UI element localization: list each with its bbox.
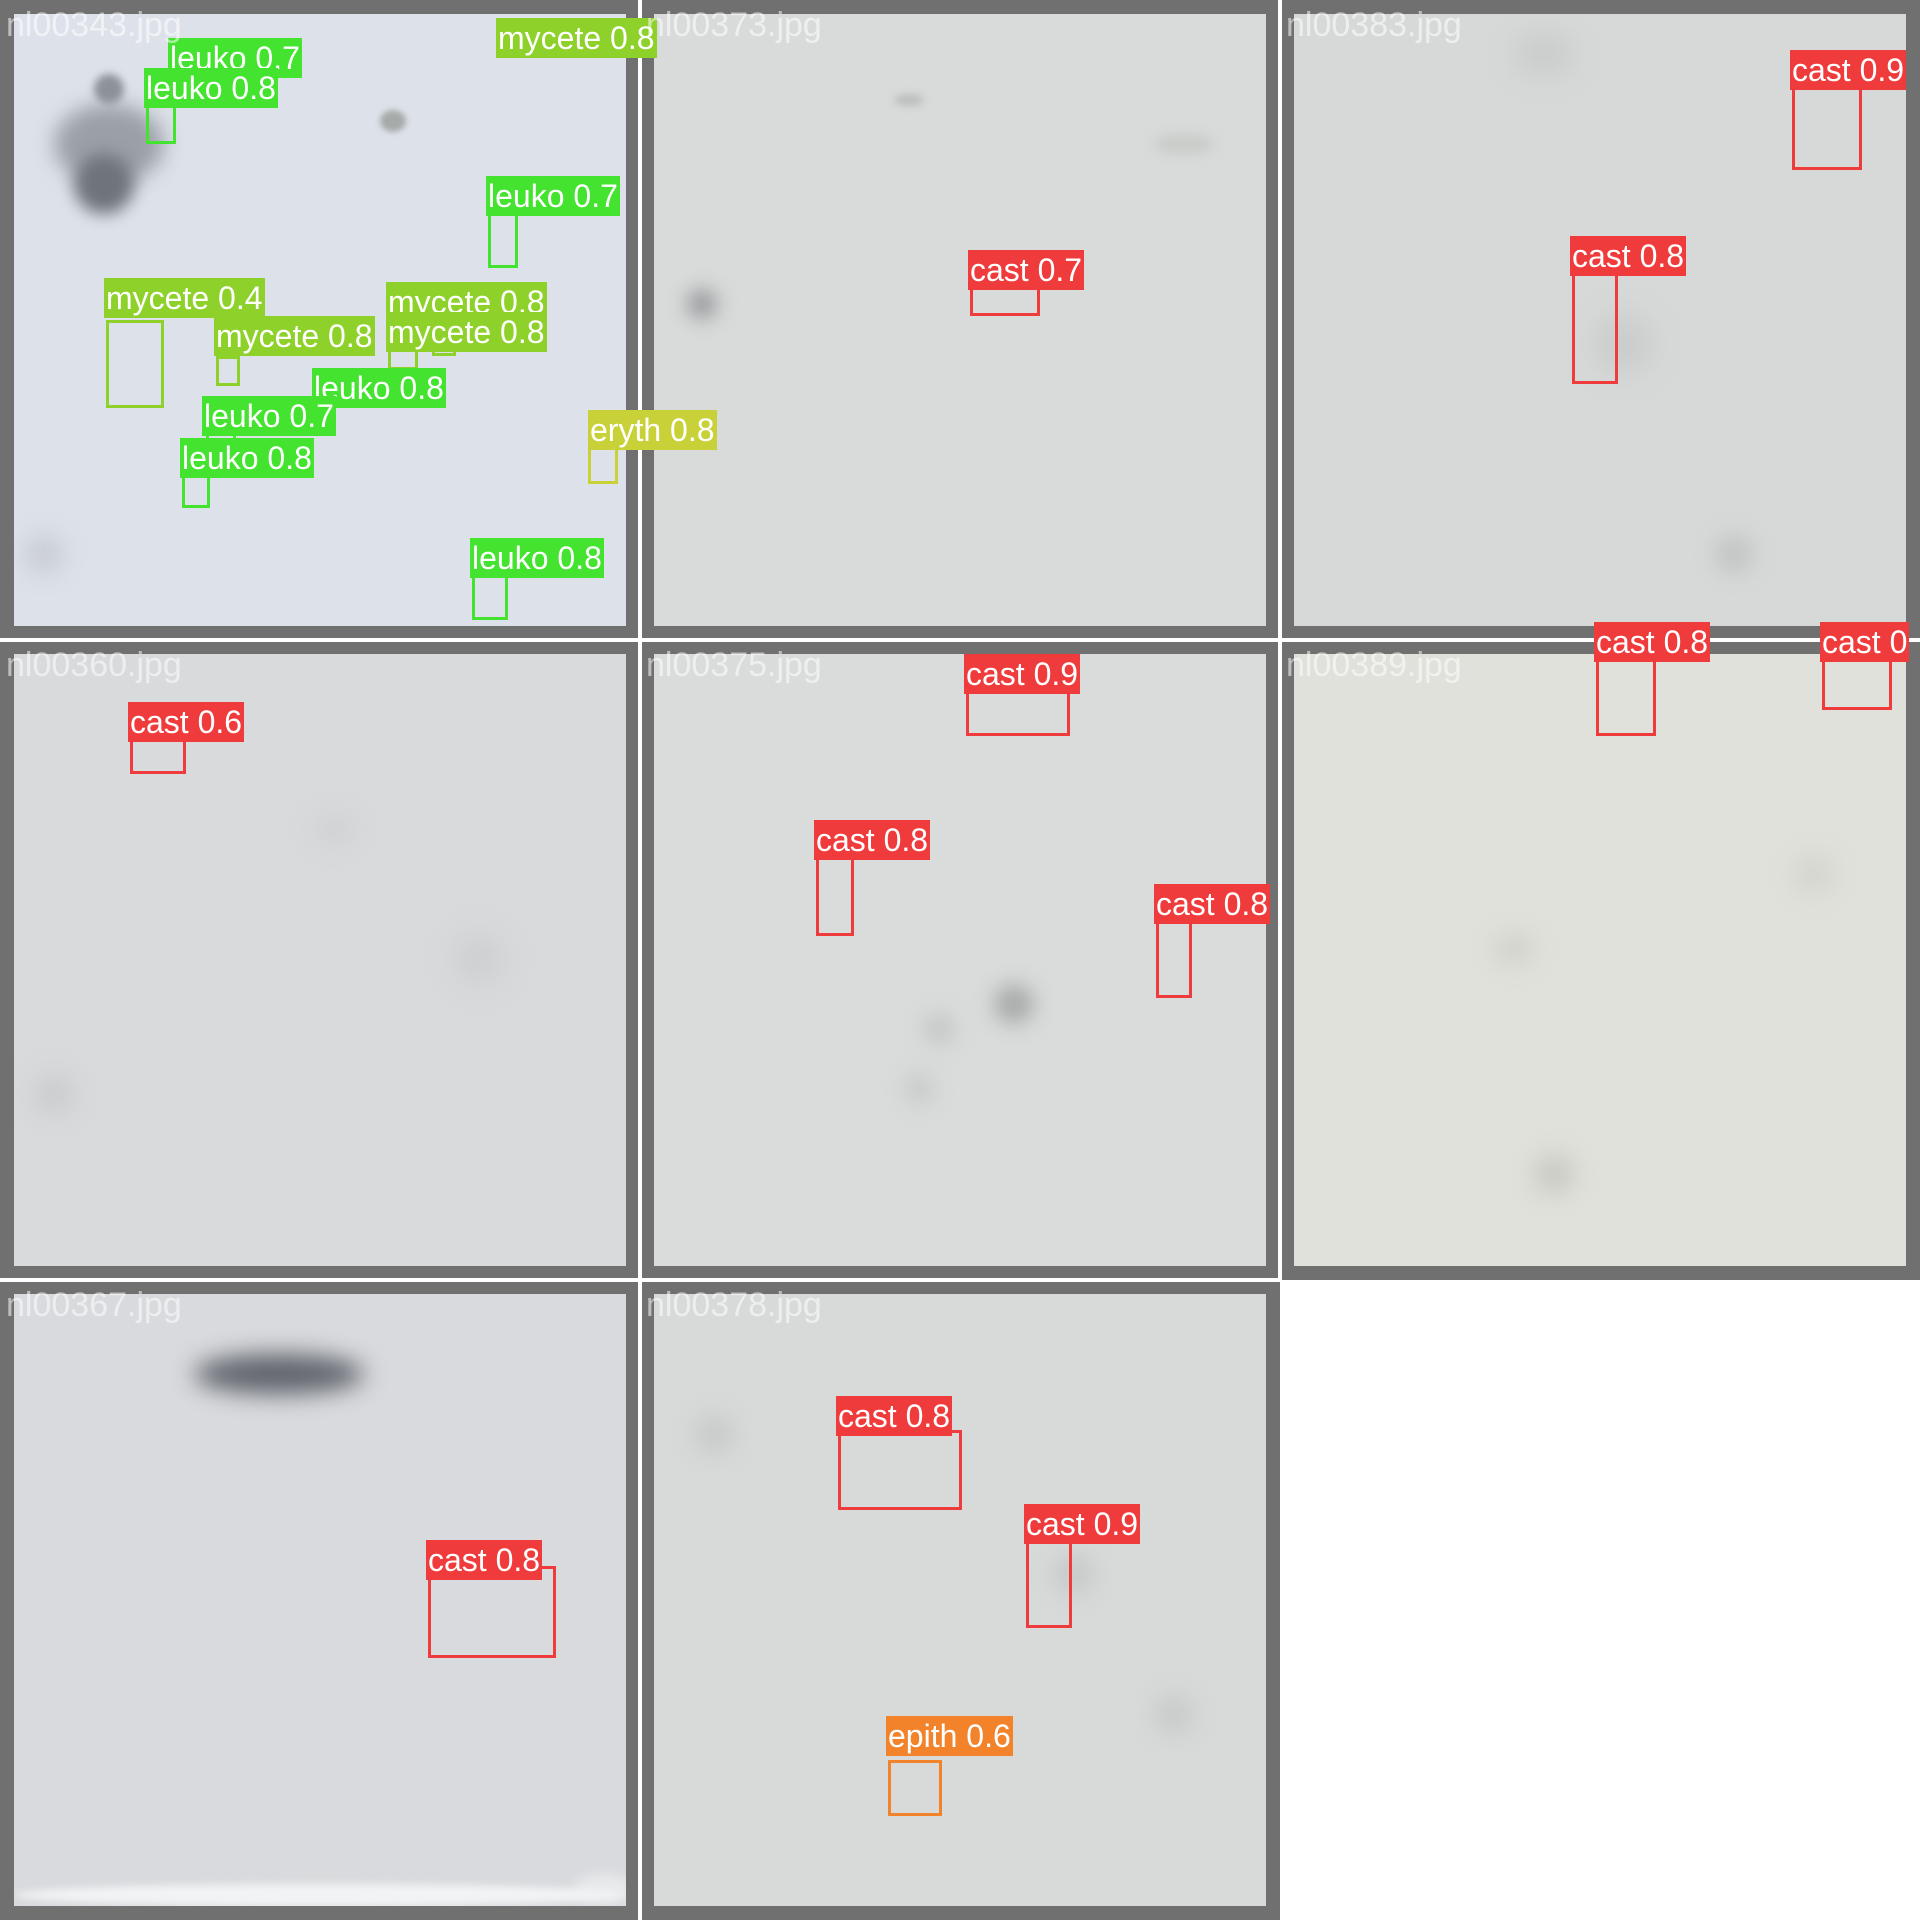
detection-label-cast: cast 0.6 bbox=[128, 702, 245, 742]
specimen-particle bbox=[14, 1884, 626, 1906]
micrograph-image bbox=[14, 1294, 626, 1906]
specimen-particle bbox=[688, 290, 716, 318]
image-tile: nl00375.jpg bbox=[640, 640, 1280, 1280]
detection-label-cast: cast 0.9 bbox=[1790, 50, 1907, 90]
specimen-particle bbox=[454, 934, 504, 984]
micrograph-image bbox=[654, 1294, 1266, 1906]
detection-box-cast bbox=[838, 1430, 962, 1510]
detection-box-eryth bbox=[588, 446, 618, 484]
image-tile: nl00360.jpg bbox=[0, 640, 640, 1280]
tile-separator bbox=[638, 0, 642, 1920]
detection-label-cast: cast 0.9 bbox=[964, 654, 1081, 694]
detection-box-cast bbox=[1792, 82, 1862, 170]
specimen-particle bbox=[314, 814, 354, 844]
image-tile: nl00389.jpg bbox=[1280, 640, 1920, 1280]
detection-box-cast bbox=[1822, 654, 1892, 710]
specimen-particle bbox=[1154, 134, 1214, 154]
detection-label-mycete: mycete 0.4 bbox=[104, 278, 265, 318]
detection-label-cast: cast 0.8 bbox=[814, 820, 931, 860]
detection-label-cast: cast 0.8 bbox=[1570, 236, 1687, 276]
tile-separator bbox=[0, 638, 1920, 642]
specimen-particle bbox=[34, 1074, 74, 1114]
detection-label-eryth: eryth 0.8 bbox=[588, 410, 717, 450]
image-tile: nl00373.jpg bbox=[640, 0, 1280, 640]
image-tile: nl00383.jpg bbox=[1280, 0, 1920, 640]
detection-box-cast bbox=[816, 856, 854, 936]
image-tile: nl00367.jpg bbox=[0, 1280, 640, 1920]
detection-box-cast bbox=[1026, 1538, 1072, 1628]
detection-label-mycete: mycete 0.8 bbox=[214, 316, 375, 356]
specimen-particle bbox=[1594, 314, 1654, 374]
detection-label-cast: cast 0.8 bbox=[1594, 622, 1711, 662]
micrograph-image bbox=[654, 654, 1266, 1266]
detection-box-cast bbox=[970, 286, 1040, 316]
detection-label-mycete: mycete 0.8 bbox=[496, 18, 657, 58]
detection-label-cast: cast 0.8 bbox=[836, 1396, 953, 1436]
detection-box-cast bbox=[1572, 272, 1618, 384]
detection-box-cast bbox=[1596, 656, 1656, 736]
specimen-particle bbox=[1494, 934, 1534, 964]
detection-box-cast bbox=[966, 688, 1070, 736]
specimen-particle bbox=[194, 1354, 364, 1394]
specimen-particle bbox=[694, 1414, 734, 1454]
specimen-particle bbox=[74, 154, 134, 214]
specimen-particle bbox=[380, 110, 406, 132]
detection-box-epith bbox=[888, 1760, 942, 1816]
detection-label-leuko: leuko 0.8 bbox=[180, 438, 314, 478]
specimen-particle bbox=[924, 1014, 954, 1044]
detection-label-leuko: leuko 0.7 bbox=[486, 176, 620, 216]
specimen-particle bbox=[904, 1074, 934, 1104]
detection-label-leuko: leuko 0.8 bbox=[144, 68, 278, 108]
detection-box-leuko bbox=[488, 210, 518, 268]
tile-separator bbox=[0, 1278, 1280, 1282]
micrograph-image bbox=[654, 14, 1266, 626]
specimen-particle bbox=[894, 94, 924, 106]
specimen-particle bbox=[24, 534, 64, 574]
specimen-particle bbox=[1154, 1694, 1194, 1734]
detection-label-cast: cast 0.8 bbox=[1154, 884, 1271, 924]
detection-label-mycete: mycete 0.8 bbox=[386, 312, 547, 352]
micrograph-image bbox=[14, 654, 626, 1266]
detection-label-leuko: leuko 0.7 bbox=[202, 396, 336, 436]
specimen-particle bbox=[1534, 1154, 1574, 1194]
detection-label-leuko: leuko 0.8 bbox=[470, 538, 604, 578]
detection-label-cast: cast 0.7 bbox=[968, 250, 1085, 290]
specimen-particle bbox=[1794, 854, 1834, 894]
image-tile: nl00378.jpg bbox=[640, 1280, 1280, 1920]
detection-box-cast bbox=[1156, 918, 1192, 998]
specimen-particle bbox=[94, 74, 124, 104]
specimen-particle bbox=[1714, 534, 1754, 574]
micrograph-image bbox=[1294, 654, 1906, 1266]
detection-label-epith: epith 0.6 bbox=[886, 1716, 1013, 1756]
detection-box-mycete bbox=[106, 320, 164, 408]
detection-label-cast: cast 0 bbox=[1820, 622, 1910, 662]
detection-label-cast: cast 0.8 bbox=[426, 1540, 543, 1580]
detection-box-mycete bbox=[216, 356, 240, 386]
specimen-particle bbox=[1514, 34, 1574, 74]
micrograph-image bbox=[1294, 14, 1906, 626]
detection-label-cast: cast 0.9 bbox=[1024, 1504, 1141, 1544]
specimen-particle bbox=[1054, 1554, 1094, 1594]
specimen-particle bbox=[994, 984, 1034, 1024]
